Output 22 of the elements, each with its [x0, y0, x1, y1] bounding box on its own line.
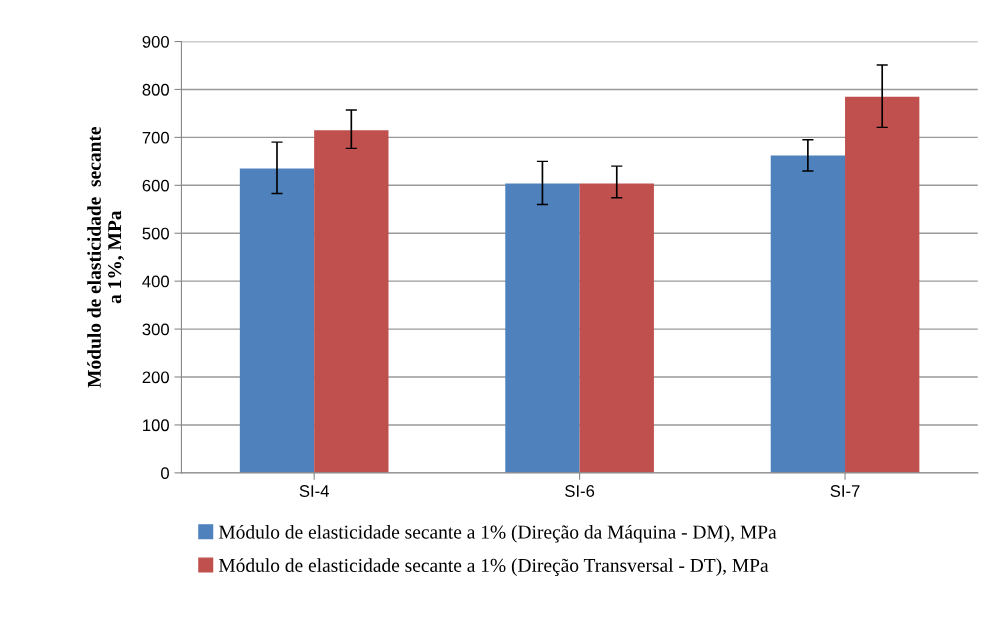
y-tick-label: 900: [142, 35, 169, 48]
y-tick-label: 300: [142, 323, 169, 336]
bar: [505, 183, 580, 473]
y-tick-label: 0: [161, 467, 169, 480]
bar: [314, 130, 389, 473]
y-tick-label: 500: [142, 227, 169, 240]
legend-label: Módulo de elasticidade secante a 1% (Direção Transversal - DT), MPa: [218, 558, 769, 576]
bar: [770, 155, 846, 473]
x-tick-label: SI-6: [565, 485, 595, 497]
bar: [579, 183, 654, 473]
y-tick-label: 800: [142, 83, 169, 96]
bar: [845, 96, 920, 473]
y-axis-title: Módulo de elasticidade secante a 1%, MPa: [87, 127, 125, 388]
y-tick-label: 600: [142, 179, 169, 192]
y-tick-label: 400: [142, 275, 169, 288]
legend-label: Módulo de elasticidade secante a 1% (Direção da Máquina - DM), MPa: [218, 524, 777, 543]
x-tick-label: SI-7: [830, 485, 860, 497]
y-tick-label: 100: [143, 419, 169, 432]
bar: [239, 168, 315, 473]
y-tick-label: 700: [142, 131, 169, 144]
x-tick-label: SI-4: [299, 485, 329, 497]
y-tick-label: 200: [142, 371, 169, 384]
